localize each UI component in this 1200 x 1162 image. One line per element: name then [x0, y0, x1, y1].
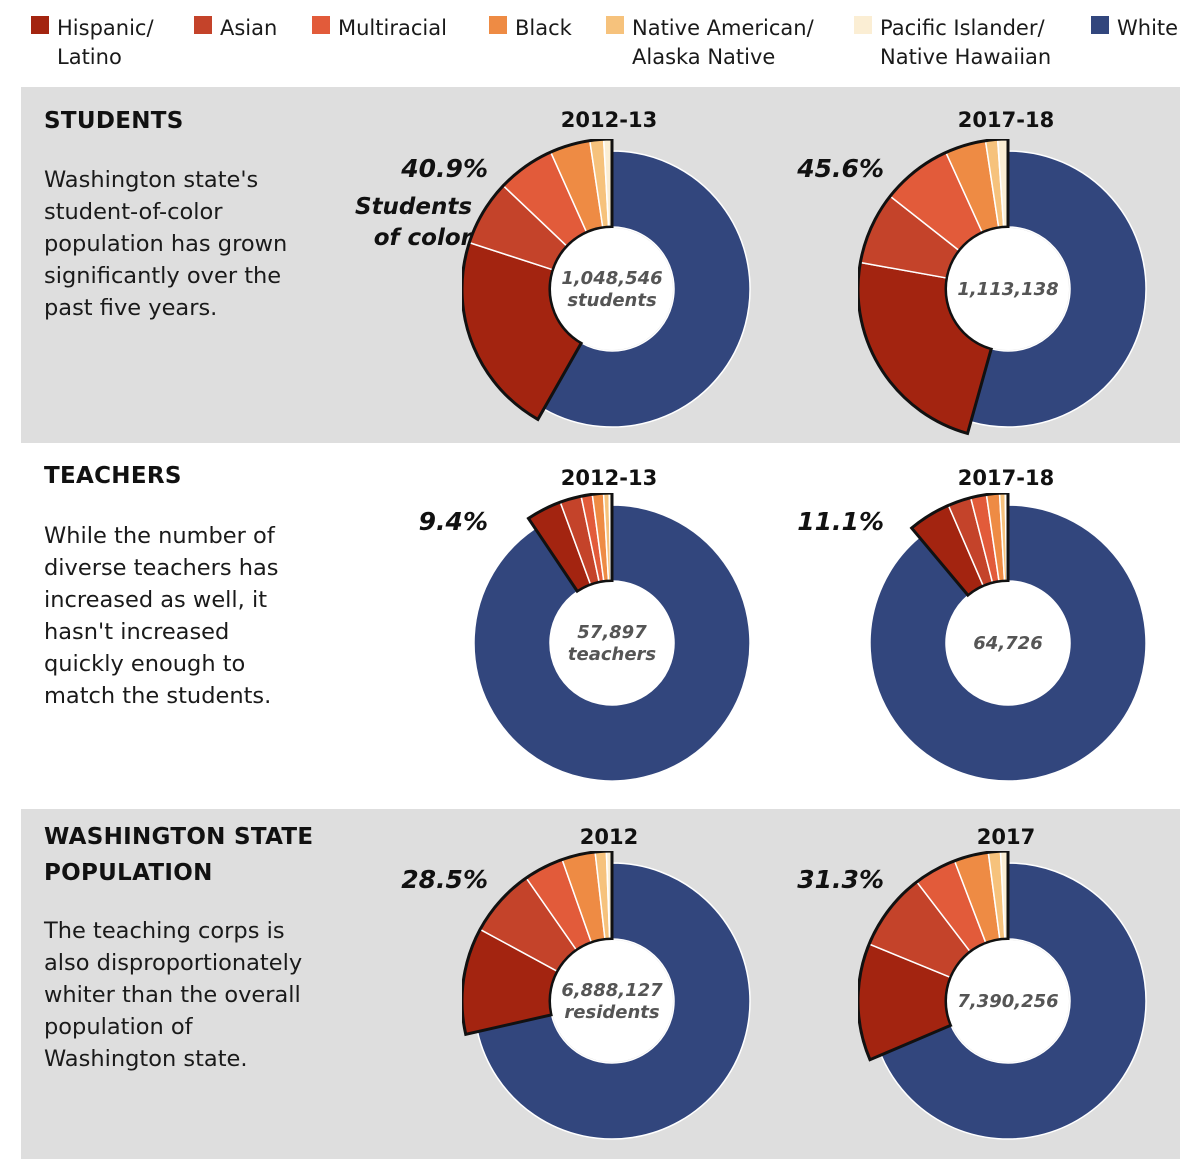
legend-swatch-multiracial	[312, 16, 330, 34]
donut-center-label: residents	[564, 1002, 659, 1023]
legend-label-native-american: Native American/ Alaska Native	[632, 16, 814, 69]
population-pct-2: 31.3%	[797, 865, 884, 894]
population-year-2: 2017	[976, 825, 1036, 849]
legend-swatch-asian	[194, 16, 212, 34]
legend-swatch-native-american	[606, 16, 624, 34]
students-pct-1: 40.9%	[401, 154, 488, 183]
population-description: The teaching corps is also disproportion…	[44, 918, 303, 1072]
donut-center	[947, 228, 1069, 350]
slice-white	[542, 150, 751, 428]
students-panel: STUDENTS Washington state's student-of-c…	[0, 87, 1200, 443]
students-of-color-outline	[858, 139, 1010, 436]
donut-center-label: teachers	[568, 644, 657, 665]
donut-center	[947, 940, 1069, 1062]
students-of-color-outline	[909, 493, 1010, 598]
donut-center	[947, 582, 1069, 704]
students-title: STUDENTS	[44, 108, 184, 134]
population-2017-donut: 7,390,256	[858, 851, 1147, 1140]
slice-white	[473, 504, 751, 782]
donut-center	[551, 940, 673, 1062]
teachers-panel: TEACHERS While the number of diverse tea…	[0, 443, 1200, 809]
students-of-color-outline	[462, 851, 614, 1037]
donut-center-label: 6,888,127	[561, 980, 663, 1001]
teachers-description: While the number of diverse teachers has…	[44, 523, 279, 709]
population-title: WASHINGTON STATE POPULATION	[44, 824, 314, 886]
students-2017-donut: 1,113,138	[858, 139, 1147, 436]
legend-label-hispanic: Hispanic/ Latino	[57, 16, 154, 69]
donut-center-label: 57,897	[577, 622, 647, 643]
students-of-color-outline	[526, 493, 614, 594]
donut-center-label: 1,113,138	[957, 279, 1058, 300]
legend-swatch-black	[489, 16, 507, 34]
population-year-1: 2012	[579, 825, 639, 849]
legend-label-white: White	[1117, 16, 1179, 40]
legend-label-pacific-islander: Pacific Islander/ Native Hawaiian	[880, 16, 1052, 69]
legend-label-multiracial: Multiracial	[338, 16, 447, 40]
population-pct-1: 28.5%	[401, 865, 488, 894]
students-pct-2: 45.6%	[797, 154, 884, 183]
donut-center-label: 64,726	[973, 633, 1042, 654]
slice-white	[869, 504, 1147, 782]
students-year-2: 2017-18	[957, 108, 1055, 132]
donut-center-label: students	[567, 290, 657, 311]
students-of-color-outline	[858, 851, 1010, 1062]
legend-swatch-pacific-islander	[854, 16, 872, 34]
legend-label-asian: Asian	[220, 16, 278, 40]
teachers-pct-2: 11.1%	[797, 507, 884, 536]
students-of-color-outline	[462, 139, 614, 422]
slice-white	[969, 150, 1147, 428]
teachers-2017-donut: 64,726	[869, 493, 1147, 782]
slice-white	[880, 862, 1147, 1140]
legend: Hispanic/ Latino Asian Multiracial Black…	[0, 0, 1200, 80]
population-panel: WASHINGTON STATE POPULATION The teaching…	[0, 809, 1200, 1159]
donut-center	[551, 582, 673, 704]
teachers-year-2: 2017-18	[957, 466, 1055, 490]
students-description: Washington state's student-of-color popu…	[44, 167, 288, 321]
teachers-title: TEACHERS	[44, 463, 182, 489]
donut-center-label: 1,048,546	[561, 268, 662, 289]
donut-center-label: 7,390,256	[957, 991, 1058, 1012]
legend-swatch-hispanic	[31, 16, 49, 34]
teachers-pct-1: 9.4%	[418, 507, 488, 536]
legend-label-black: Black	[515, 16, 572, 40]
slice-white	[476, 862, 751, 1140]
students-year-1: 2012-13	[560, 108, 658, 132]
students-of-color-annotation: Students of color	[355, 194, 473, 251]
donut-center	[551, 228, 673, 350]
teachers-year-1: 2012-13	[560, 466, 658, 490]
legend-swatch-white	[1091, 16, 1109, 34]
